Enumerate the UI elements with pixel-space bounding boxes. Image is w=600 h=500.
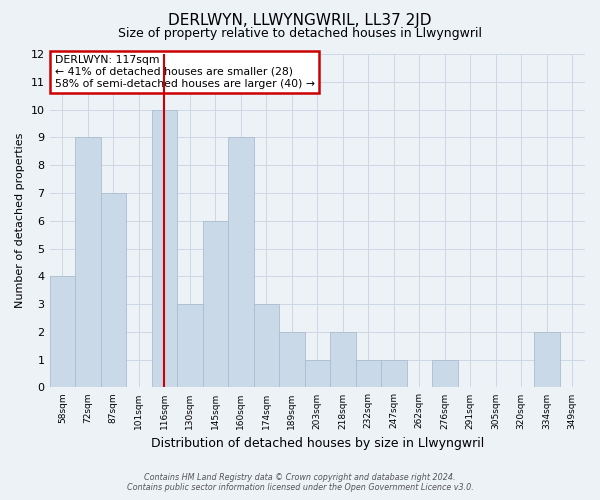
Bar	[305, 360, 330, 388]
Bar	[381, 360, 407, 388]
Bar	[75, 138, 101, 388]
Bar	[203, 220, 228, 388]
X-axis label: Distribution of detached houses by size in Llwyngwril: Distribution of detached houses by size …	[151, 437, 484, 450]
Text: DERLWYN, LLWYNGWRIL, LL37 2JD: DERLWYN, LLWYNGWRIL, LL37 2JD	[168, 12, 432, 28]
Bar	[534, 332, 560, 388]
Text: DERLWYN: 117sqm
← 41% of detached houses are smaller (28)
58% of semi-detached h: DERLWYN: 117sqm ← 41% of detached houses…	[55, 56, 314, 88]
Bar	[432, 360, 458, 388]
Bar	[228, 138, 254, 388]
Bar	[177, 304, 203, 388]
Text: Contains HM Land Registry data © Crown copyright and database right 2024.
Contai: Contains HM Land Registry data © Crown c…	[127, 473, 473, 492]
Bar	[152, 110, 177, 388]
Bar	[279, 332, 305, 388]
Bar	[101, 193, 126, 388]
Bar	[50, 276, 75, 388]
Y-axis label: Number of detached properties: Number of detached properties	[15, 133, 25, 308]
Bar	[254, 304, 279, 388]
Bar	[356, 360, 381, 388]
Text: Size of property relative to detached houses in Llwyngwril: Size of property relative to detached ho…	[118, 28, 482, 40]
Bar	[330, 332, 356, 388]
